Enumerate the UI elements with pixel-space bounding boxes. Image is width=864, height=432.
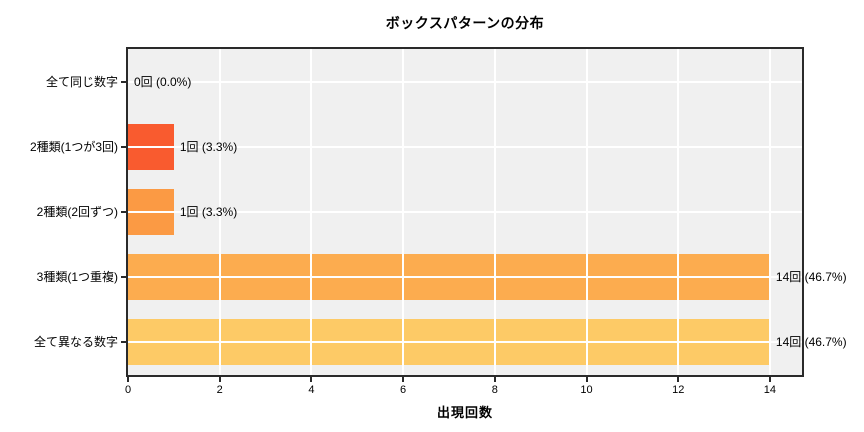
xtick-mark — [310, 377, 313, 382]
ytick-mark — [121, 276, 126, 279]
xtick-label: 10 — [580, 384, 593, 396]
xtick-label: 0 — [124, 384, 132, 396]
bar-value-label: 14回 (46.7%) — [775, 335, 847, 350]
gridline-y-1 — [128, 145, 802, 148]
bar-value-label: 14回 (46.7%) — [775, 270, 847, 285]
xtick-mark — [585, 377, 588, 382]
gridline-y-0 — [128, 80, 802, 83]
bar-value-label: 1回 (3.3%) — [179, 139, 238, 154]
xtick-mark — [127, 377, 129, 382]
xtick-label: 2 — [216, 384, 223, 396]
xtick-mark — [218, 377, 221, 382]
xtick-label: 8 — [491, 384, 498, 396]
bar-value-label: 1回 (3.3%) — [179, 205, 238, 219]
ytick-label: 3種類(1つ重複) — [36, 270, 118, 285]
xtick-mark — [677, 377, 680, 382]
xtick-label: 6 — [400, 384, 407, 396]
chart-title: ボックスパターンの分布 — [385, 15, 545, 31]
ytick-mark — [121, 341, 126, 344]
gridline-y-4 — [128, 341, 802, 344]
xtick-mark — [402, 377, 405, 382]
xtick-mark — [493, 377, 496, 382]
gridline-y-3 — [128, 276, 802, 279]
ytick-label: 2種類(1つが3回) — [29, 139, 118, 154]
ytick-mark — [121, 211, 126, 213]
gridline-y-2 — [128, 211, 802, 213]
plot-area — [126, 47, 804, 377]
xtick-mark — [768, 377, 771, 382]
bar-value-label: 0回 (0.0%) — [134, 74, 192, 89]
ytick-mark — [121, 145, 126, 148]
ytick-label: 2種類(2回ずつ) — [36, 205, 118, 219]
ytick-mark — [121, 80, 126, 83]
xtick-label: 4 — [308, 384, 315, 396]
xtick-label: 12 — [672, 384, 685, 396]
xtick-label: 14 — [763, 384, 777, 396]
ytick-label: 全て同じ数字 — [45, 74, 118, 89]
ytick-label: 全て異なる数字 — [33, 335, 118, 350]
x-axis-label: 出現回数 — [436, 405, 493, 420]
